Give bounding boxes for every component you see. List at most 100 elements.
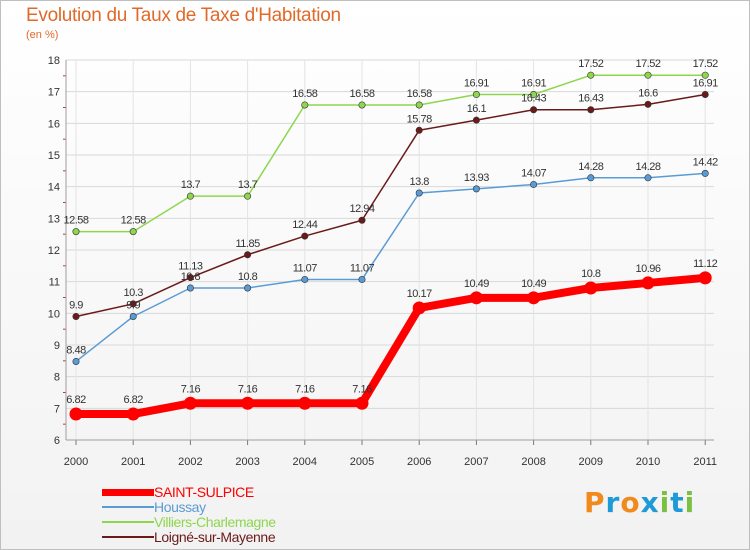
legend-item: Villiers-Charlemagne <box>102 514 276 529</box>
data-point <box>241 396 255 410</box>
logo-letter: i <box>684 486 696 519</box>
logo-letter: o <box>620 486 641 519</box>
x-tick-label: 2000 <box>64 456 88 468</box>
y-tick-label: 15 <box>48 150 60 162</box>
legend-swatch <box>102 536 154 539</box>
y-tick-label: 9 <box>54 340 60 352</box>
data-point <box>129 228 137 236</box>
logo-letter: t <box>670 486 685 519</box>
legend-swatch <box>102 521 154 524</box>
data-label: 12.58 <box>63 215 88 227</box>
data-label: 16.6 <box>638 87 658 99</box>
data-point <box>244 192 252 200</box>
data-point <box>587 71 595 79</box>
legend-swatch <box>102 506 154 509</box>
data-label: 7.16 <box>295 383 315 395</box>
data-point <box>472 91 480 99</box>
data-point <box>587 106 595 114</box>
data-label: 9.9 <box>69 300 83 312</box>
data-label: 13.93 <box>464 172 489 184</box>
data-label: 14.07 <box>521 167 546 179</box>
y-tick-label: 11 <box>49 277 60 289</box>
data-point <box>584 281 598 295</box>
data-label: 10.8 <box>581 268 601 280</box>
series <box>69 71 712 421</box>
y-tick-label: 7 <box>54 403 60 415</box>
data-label: 10.3 <box>123 287 143 299</box>
data-point <box>358 275 366 283</box>
data-point <box>301 101 309 109</box>
data-label: 17.52 <box>635 58 660 70</box>
data-point <box>126 407 140 421</box>
logo-letter: r <box>605 486 621 519</box>
data-label: 12.58 <box>121 215 146 227</box>
data-label: 12.94 <box>349 203 374 215</box>
data-point <box>587 174 595 182</box>
data-point <box>415 189 423 197</box>
data-point <box>129 312 137 320</box>
data-label: 6.82 <box>66 394 86 406</box>
data-label: 9.9 <box>126 300 140 312</box>
x-tick-label: 2001 <box>121 456 145 468</box>
legend-item: SAINT-SULPICE <box>102 484 276 499</box>
legend-item: Houssay <box>102 499 276 514</box>
data-point <box>644 71 652 79</box>
data-point <box>72 228 80 236</box>
x-tick-label: 2009 <box>579 456 603 468</box>
data-label: 10.17 <box>407 288 432 300</box>
series-line <box>75 172 706 363</box>
chart-subtitle: (en %) <box>26 29 59 41</box>
series-line <box>72 273 710 419</box>
data-label: 11.85 <box>235 238 260 250</box>
data-point <box>472 185 480 193</box>
data-label: 13.7 <box>238 179 258 191</box>
data-label: 16.91 <box>464 78 489 90</box>
y-tick-label: 8 <box>54 372 60 384</box>
data-label: 10.96 <box>635 263 660 275</box>
x-tick-label: 2010 <box>636 456 660 468</box>
x-tick-label: 2005 <box>350 456 374 468</box>
proxiti-logo: Proxiti <box>584 486 695 519</box>
axes: 6 7 8 9 10 11 12 13 14 15 16 17 18 2000 2001 2002 2003 20… <box>48 55 717 468</box>
data-point <box>469 291 483 305</box>
data-label: 14.28 <box>635 161 660 173</box>
data-label: 6.82 <box>123 394 143 406</box>
data-label: 14.42 <box>693 156 718 168</box>
data-label: 16.91 <box>521 78 546 90</box>
legend-item: Loigné-sur-Mayenne <box>102 529 276 544</box>
data-label: 8.48 <box>66 344 86 356</box>
data-label: 11.12 <box>693 258 718 270</box>
series-line <box>75 74 706 233</box>
x-tick-label: 2003 <box>235 456 259 468</box>
data-point <box>472 116 480 124</box>
data-point <box>701 71 709 79</box>
y-tick-label: 6 <box>54 435 60 447</box>
data-point <box>530 91 538 99</box>
data-point <box>186 284 194 292</box>
legend: SAINT-SULPICE Houssay Villiers-Charlemagne… <box>102 484 276 544</box>
data-point <box>129 300 137 308</box>
data-point <box>244 284 252 292</box>
data-point <box>301 232 309 240</box>
data-point <box>641 276 655 290</box>
legend-swatch <box>102 488 154 496</box>
data-label: 11.13 <box>178 261 203 273</box>
x-tick-label: 2011 <box>693 456 717 468</box>
y-tick-label: 18 <box>48 55 60 67</box>
data-point <box>72 357 80 365</box>
legend-label: Houssay <box>154 498 206 515</box>
y-tick-label: 12 <box>48 245 60 257</box>
y-tick-label: 14 <box>48 182 60 194</box>
data-label: 16.58 <box>292 88 317 100</box>
data-point <box>358 216 366 224</box>
data-label: 17.52 <box>578 58 603 70</box>
grid <box>66 59 714 441</box>
legend-label: SAINT-SULPICE <box>154 483 254 500</box>
y-tick-label: 13 <box>48 213 60 225</box>
data-point <box>186 192 194 200</box>
data-point <box>415 126 423 134</box>
data-label: 10.8 <box>238 271 258 283</box>
y-tick-label: 16 <box>48 118 60 130</box>
x-tick-label: 2002 <box>178 456 202 468</box>
